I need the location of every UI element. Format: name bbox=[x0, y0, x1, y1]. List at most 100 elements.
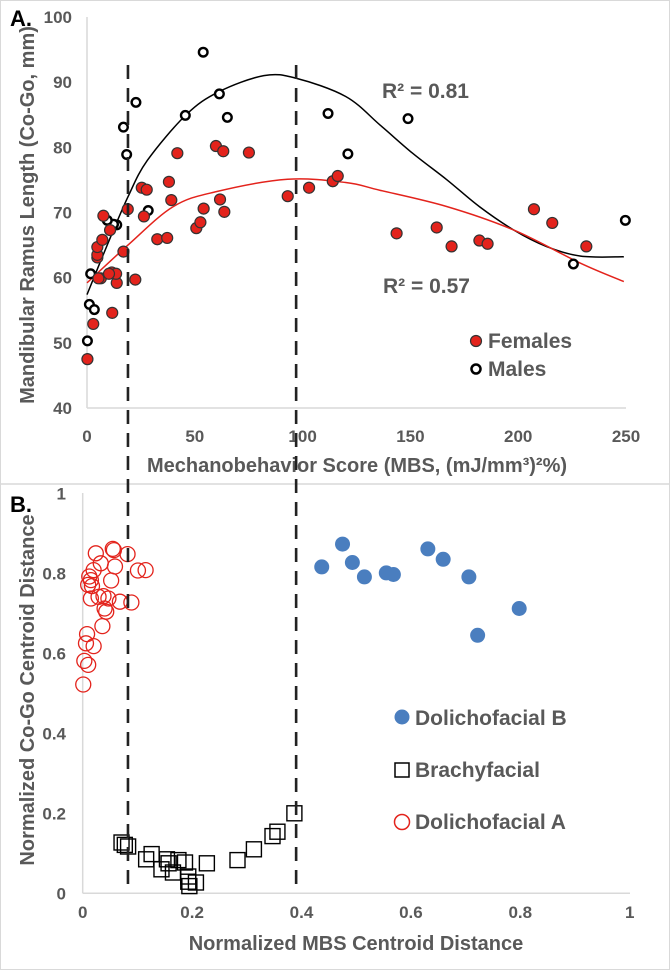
reference-lines bbox=[126, 65, 298, 893]
data-point-females bbox=[481, 237, 494, 250]
x-tick-label: 1 bbox=[625, 903, 634, 922]
trendline-females bbox=[86, 178, 625, 284]
data-point-dolichofacial-a bbox=[82, 590, 100, 607]
data-point-dolichofacial-a bbox=[87, 545, 104, 562]
data-point-brachyfacial bbox=[158, 851, 176, 868]
data-point-males bbox=[322, 107, 334, 119]
data-point-females bbox=[302, 181, 316, 194]
y-tick-label: 90 bbox=[53, 73, 72, 92]
data-point-brachyfacial bbox=[181, 877, 198, 895]
y-tick-label: 100 bbox=[44, 8, 72, 27]
data-point-dolichofacial-a bbox=[137, 561, 154, 579]
data-point-females bbox=[97, 209, 110, 222]
data-point-brachyfacial bbox=[170, 851, 187, 869]
data-point-dolichofacial-b bbox=[470, 627, 486, 643]
data-point-females bbox=[171, 147, 184, 160]
data-point-dolichofacial-b bbox=[435, 551, 451, 567]
data-point-dolichofacial-a bbox=[82, 571, 100, 589]
data-point-dolichofacial-b bbox=[344, 555, 360, 570]
x-tick-label: 100 bbox=[288, 427, 316, 446]
legend-b: Dolichofacial B Brachyfacial Dolichofaci… bbox=[393, 707, 567, 834]
data-point-dolichofacial-a bbox=[85, 637, 102, 655]
data-point-females bbox=[92, 272, 105, 285]
data-point-females bbox=[102, 267, 116, 280]
y-axis-title: Mandibular Ramus Length (Co-Go, mm) bbox=[17, 26, 39, 404]
data-point-males bbox=[117, 121, 129, 133]
data-point-males bbox=[213, 88, 225, 100]
data-point-males bbox=[567, 258, 579, 270]
y-tick-label: 0.2 bbox=[42, 804, 66, 823]
data-point-dolichofacial-a bbox=[100, 590, 117, 607]
y-tick-label: 80 bbox=[53, 138, 72, 157]
x-tick-label: 0.2 bbox=[180, 903, 204, 922]
data-point-dolichofacial-b bbox=[461, 569, 477, 585]
data-point-dolichofacial-a bbox=[94, 617, 111, 635]
y-tick-label: 0.4 bbox=[42, 724, 66, 743]
legend-a: Females Males bbox=[469, 330, 572, 381]
x-tick-label: 250 bbox=[612, 427, 640, 446]
x-tick-label: 0 bbox=[82, 427, 91, 446]
data-point-females bbox=[445, 240, 458, 253]
data-point-females bbox=[218, 205, 231, 218]
data-point-brachyfacial bbox=[187, 874, 205, 891]
data-point-females bbox=[430, 221, 443, 234]
data-point-dolichofacial-b bbox=[356, 569, 372, 585]
data-point-dolichofacial-a bbox=[96, 600, 113, 617]
data-point-females bbox=[165, 194, 178, 207]
trendline-label-males: R² = 0.81 bbox=[382, 80, 469, 103]
data-point-brachyfacial bbox=[245, 841, 263, 858]
x-axis-title: Normalized MBS Centroid Distance bbox=[189, 933, 524, 955]
data-point-males bbox=[197, 46, 209, 58]
data-point-females bbox=[213, 193, 227, 206]
data-point-females bbox=[194, 216, 207, 229]
data-point-females bbox=[281, 190, 294, 203]
data-point-dolichofacial-a bbox=[129, 562, 147, 579]
data-point-females bbox=[331, 169, 344, 183]
data-point-females bbox=[140, 183, 153, 196]
data-point-females bbox=[242, 146, 256, 159]
data-point-females bbox=[96, 233, 109, 246]
data-point-brachyfacial bbox=[116, 836, 134, 854]
data-point-dolichofacial-b bbox=[314, 559, 330, 575]
legend-marker-females bbox=[469, 334, 483, 348]
trendline-males bbox=[86, 73, 624, 295]
x-tick-label: 50 bbox=[185, 427, 204, 446]
data-point-males bbox=[130, 96, 142, 108]
data-point-females bbox=[580, 240, 593, 253]
panel-a: A. 40 50 60 70 80 90 100 0 50 100 150 200 250 Mandib… bbox=[10, 6, 640, 477]
data-point-females bbox=[106, 306, 119, 319]
y-tick-label: 0.8 bbox=[42, 564, 66, 583]
x-tick-label: 0 bbox=[78, 903, 87, 922]
data-point-females bbox=[129, 273, 142, 286]
data-point-females bbox=[137, 210, 151, 223]
data-point-males bbox=[81, 335, 93, 347]
x-tick-label: 0.4 bbox=[290, 903, 314, 922]
data-point-brachyfacial bbox=[176, 854, 194, 871]
data-point-females bbox=[87, 317, 100, 331]
data-point-brachyfacial bbox=[153, 861, 170, 878]
data-point-dolichofacial-a bbox=[104, 540, 121, 558]
panel-a-label: A. bbox=[10, 6, 32, 31]
data-point-males bbox=[342, 148, 354, 160]
data-point-brachyfacial bbox=[269, 823, 286, 840]
data-point-females bbox=[161, 231, 174, 245]
data-point-dolichofacial-a bbox=[77, 635, 95, 652]
x-axis-title: Mechanobehavior Score (MBS, (mJ/mm³)²%) bbox=[147, 455, 567, 477]
data-point-brachyfacial bbox=[286, 805, 303, 822]
data-point-dolichofacial-a bbox=[75, 676, 92, 693]
legend-marker-dolichofacial-b bbox=[394, 709, 410, 725]
data-point-dolichofacial-a bbox=[76, 652, 93, 670]
y-tick-label: 70 bbox=[53, 204, 72, 223]
legend-label-dolichofacial-b: Dolichofacial B bbox=[415, 707, 567, 730]
data-point-females bbox=[81, 353, 94, 366]
x-tick-label: 150 bbox=[396, 427, 424, 446]
data-point-females bbox=[546, 216, 559, 230]
data-point-males bbox=[619, 214, 631, 226]
data-point-dolichofacial-a bbox=[123, 594, 140, 611]
legend-marker-brachyfacial bbox=[394, 762, 410, 778]
y-tick-label: 60 bbox=[53, 269, 72, 288]
data-point-males bbox=[179, 109, 191, 121]
panel-b-label: B. bbox=[10, 492, 32, 517]
